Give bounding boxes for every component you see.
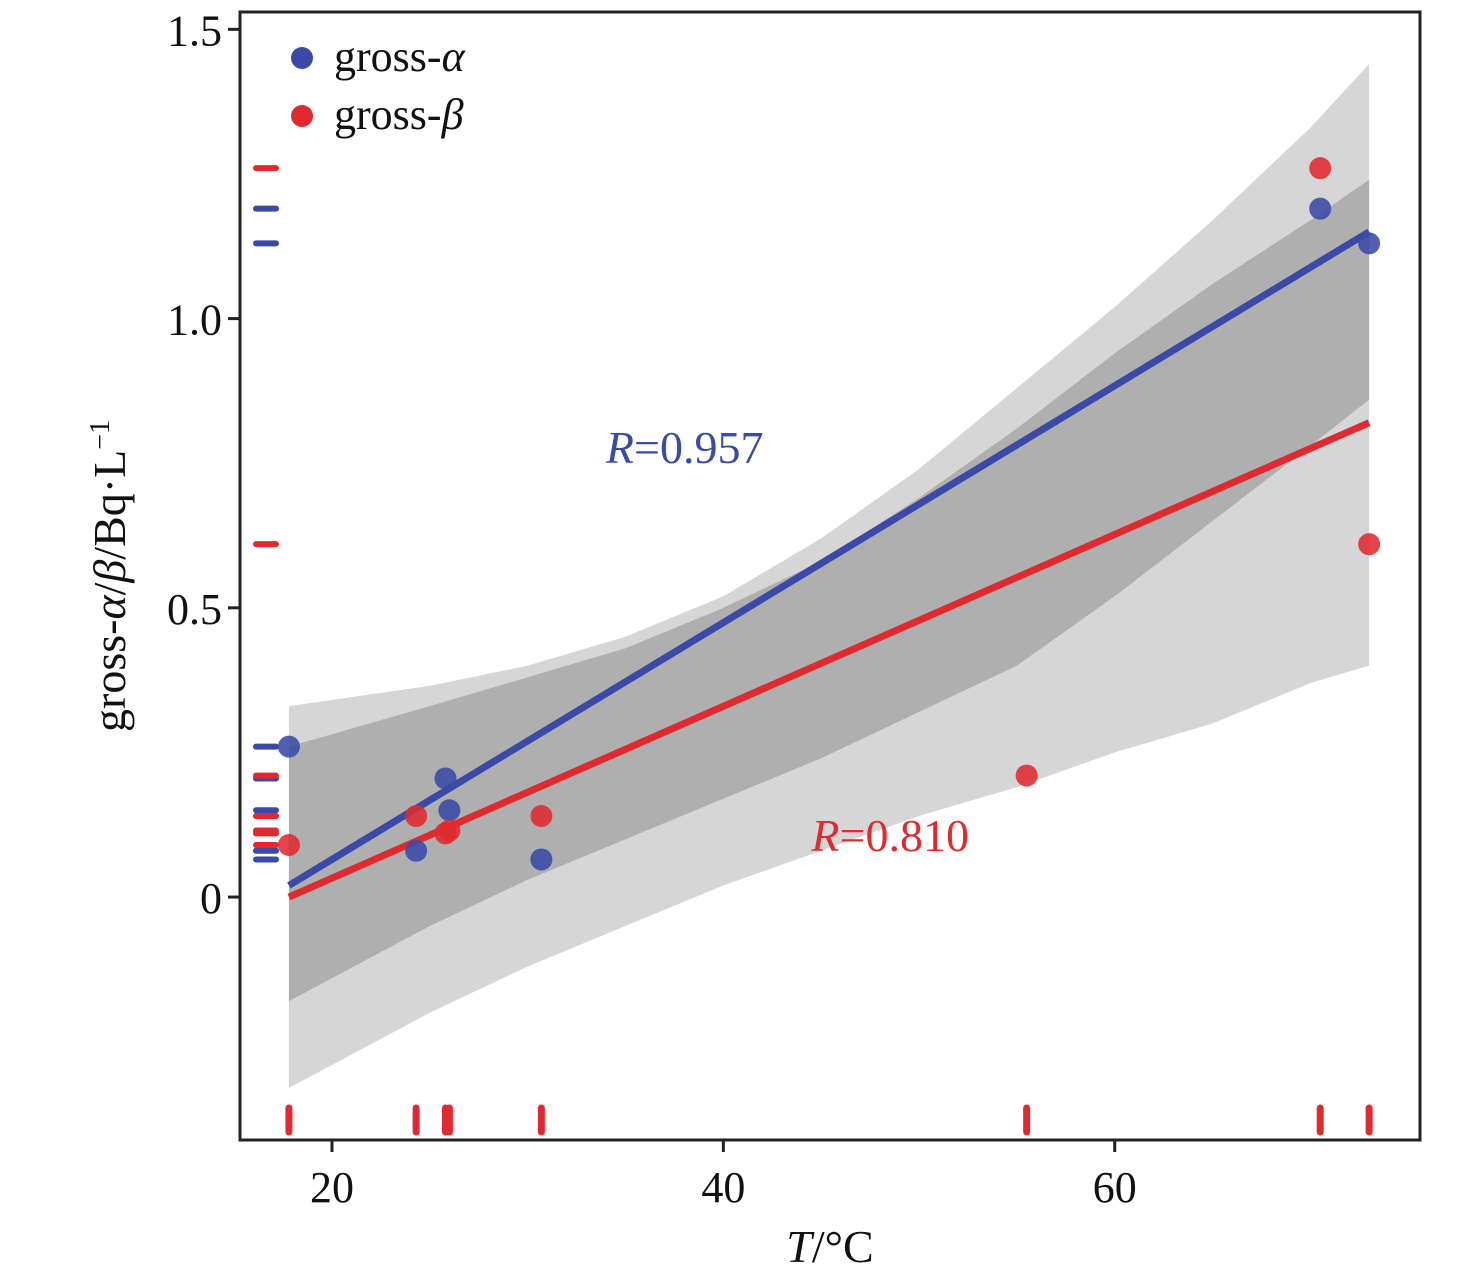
fit-line-alpha — [287, 228, 1371, 889]
y-axis-title: gross-α/β/Bq·L−1 — [84, 420, 135, 732]
point-alpha — [1358, 232, 1381, 255]
y-tick-label: 1.5 — [167, 6, 222, 55]
r-label-alpha: R=0.957 — [605, 422, 764, 473]
point-alpha — [438, 799, 461, 822]
y-title-beta: β — [84, 560, 135, 584]
x-tick-label: 60 — [1093, 1163, 1137, 1212]
y-title-part: gross- — [84, 620, 135, 732]
x-axis-title-unit: /°C — [812, 1221, 874, 1272]
point-alpha — [277, 735, 300, 758]
point-beta — [1015, 764, 1038, 787]
x-tick-label: 20 — [310, 1163, 354, 1212]
legend-label-alpha: gross-α — [334, 32, 466, 81]
y-title-slash: / — [84, 582, 135, 595]
x-axis-title-var: T — [786, 1221, 815, 1272]
point-alpha — [434, 767, 457, 790]
y-title-unit: /Bq·L — [84, 450, 135, 560]
y-tick-label: 0 — [200, 874, 222, 923]
y-tick-label: 1.0 — [167, 296, 222, 345]
point-beta — [405, 805, 428, 828]
y-tick-label: 0.5 — [167, 585, 222, 634]
x-axis: 20 40 60 — [310, 1140, 1137, 1212]
data-points — [277, 157, 1381, 871]
fit-line-beta — [287, 419, 1371, 901]
confidence-band-inner — [288, 179, 1370, 1002]
point-alpha — [405, 839, 428, 862]
point-beta — [1309, 157, 1332, 180]
point-beta — [277, 833, 300, 856]
point-alpha — [1309, 197, 1332, 220]
point-beta — [1358, 533, 1381, 556]
point-alpha — [530, 848, 553, 871]
correlation-labels: R=0.957 R=0.810 — [605, 422, 969, 861]
r-label-beta: R=0.810 — [810, 810, 969, 861]
plot-frame — [238, 10, 1422, 1142]
y-title-alpha: α — [84, 595, 135, 620]
fit-lines — [287, 228, 1371, 901]
y-title-exponent: −1 — [85, 420, 116, 450]
legend-label-beta: gross-β — [334, 90, 464, 139]
point-beta — [530, 805, 553, 828]
confidence-bands — [288, 64, 1370, 1088]
rug-marks — [253, 165, 1373, 1136]
x-tick-label: 40 — [701, 1163, 745, 1212]
y-axis: 0 0.5 1.0 1.5 — [167, 6, 240, 923]
legend: gross-α gross-β — [291, 32, 466, 139]
point-beta — [438, 819, 461, 842]
x-axis-title: T/°C — [786, 1221, 873, 1272]
legend-marker-beta — [291, 105, 313, 127]
legend-marker-alpha — [291, 47, 313, 69]
